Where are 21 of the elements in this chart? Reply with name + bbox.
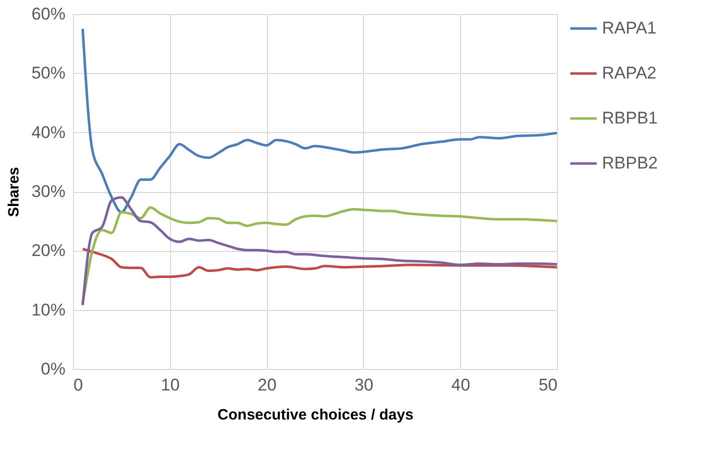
y-tick-label: 20% [31, 241, 66, 260]
x-tick-label: 30 [354, 376, 374, 394]
legend-label: RBPB1 [602, 108, 658, 128]
x-axis-title: Consecutive choices / days [218, 406, 414, 424]
y-tick-label: 30% [31, 182, 66, 201]
legend-label: RBPB2 [602, 154, 658, 172]
line-series [81, 28, 558, 214]
y-tick-label: 50% [31, 64, 66, 83]
line-series [81, 248, 558, 279]
y-tick-label: 0% [40, 360, 66, 378]
x-tick-label: 0 [74, 376, 83, 394]
x-tick-label: 50 [538, 376, 558, 394]
legend-label: RAPA2 [602, 64, 656, 82]
legend-label: RAPA1 [602, 18, 656, 38]
y-tick-label: 10% [31, 300, 66, 320]
x-tick-label: 40 [451, 376, 470, 394]
x-tick-label: 10 [160, 376, 180, 394]
y-axis-title: Shares [5, 166, 22, 218]
y-tick-label: 60% [31, 4, 66, 24]
x-tick-label: 20 [258, 376, 277, 394]
y-tick-label: 40% [31, 122, 66, 142]
